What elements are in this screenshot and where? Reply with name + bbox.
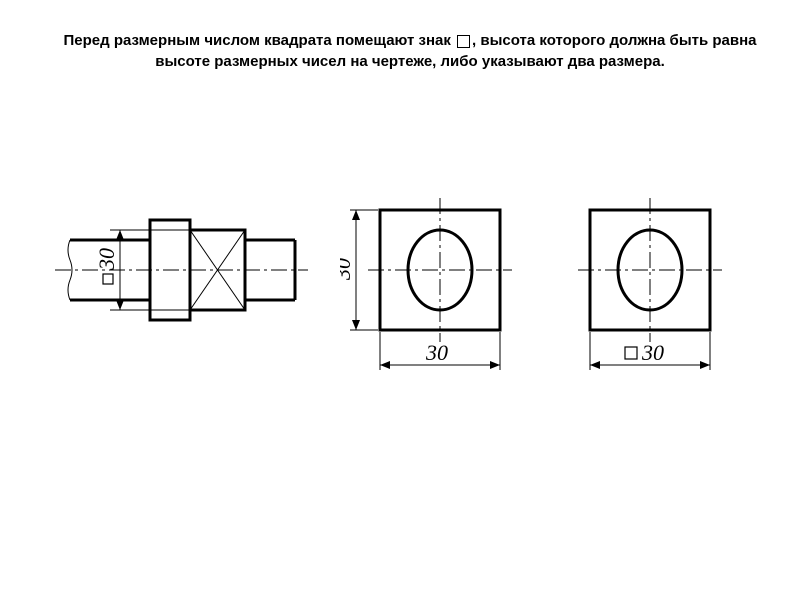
fig1-dim-value: 30 [94,248,119,271]
square-symbol-inline [457,35,470,48]
caption-text: Перед размерным числом квадрата помещают… [60,30,760,72]
figure-3: 30 [570,180,750,390]
fig2-dim-h: 30 [425,340,448,365]
caption-part1: Перед размерным числом квадрата помещают… [64,32,456,49]
figure-2: 30 30 [340,180,540,390]
figure-1: 30 [50,180,310,390]
figures-container: 30 30 30 30 [0,140,800,440]
fig2-dim-v: 30 [340,258,355,281]
fig3-dim-value: 30 [641,340,664,365]
